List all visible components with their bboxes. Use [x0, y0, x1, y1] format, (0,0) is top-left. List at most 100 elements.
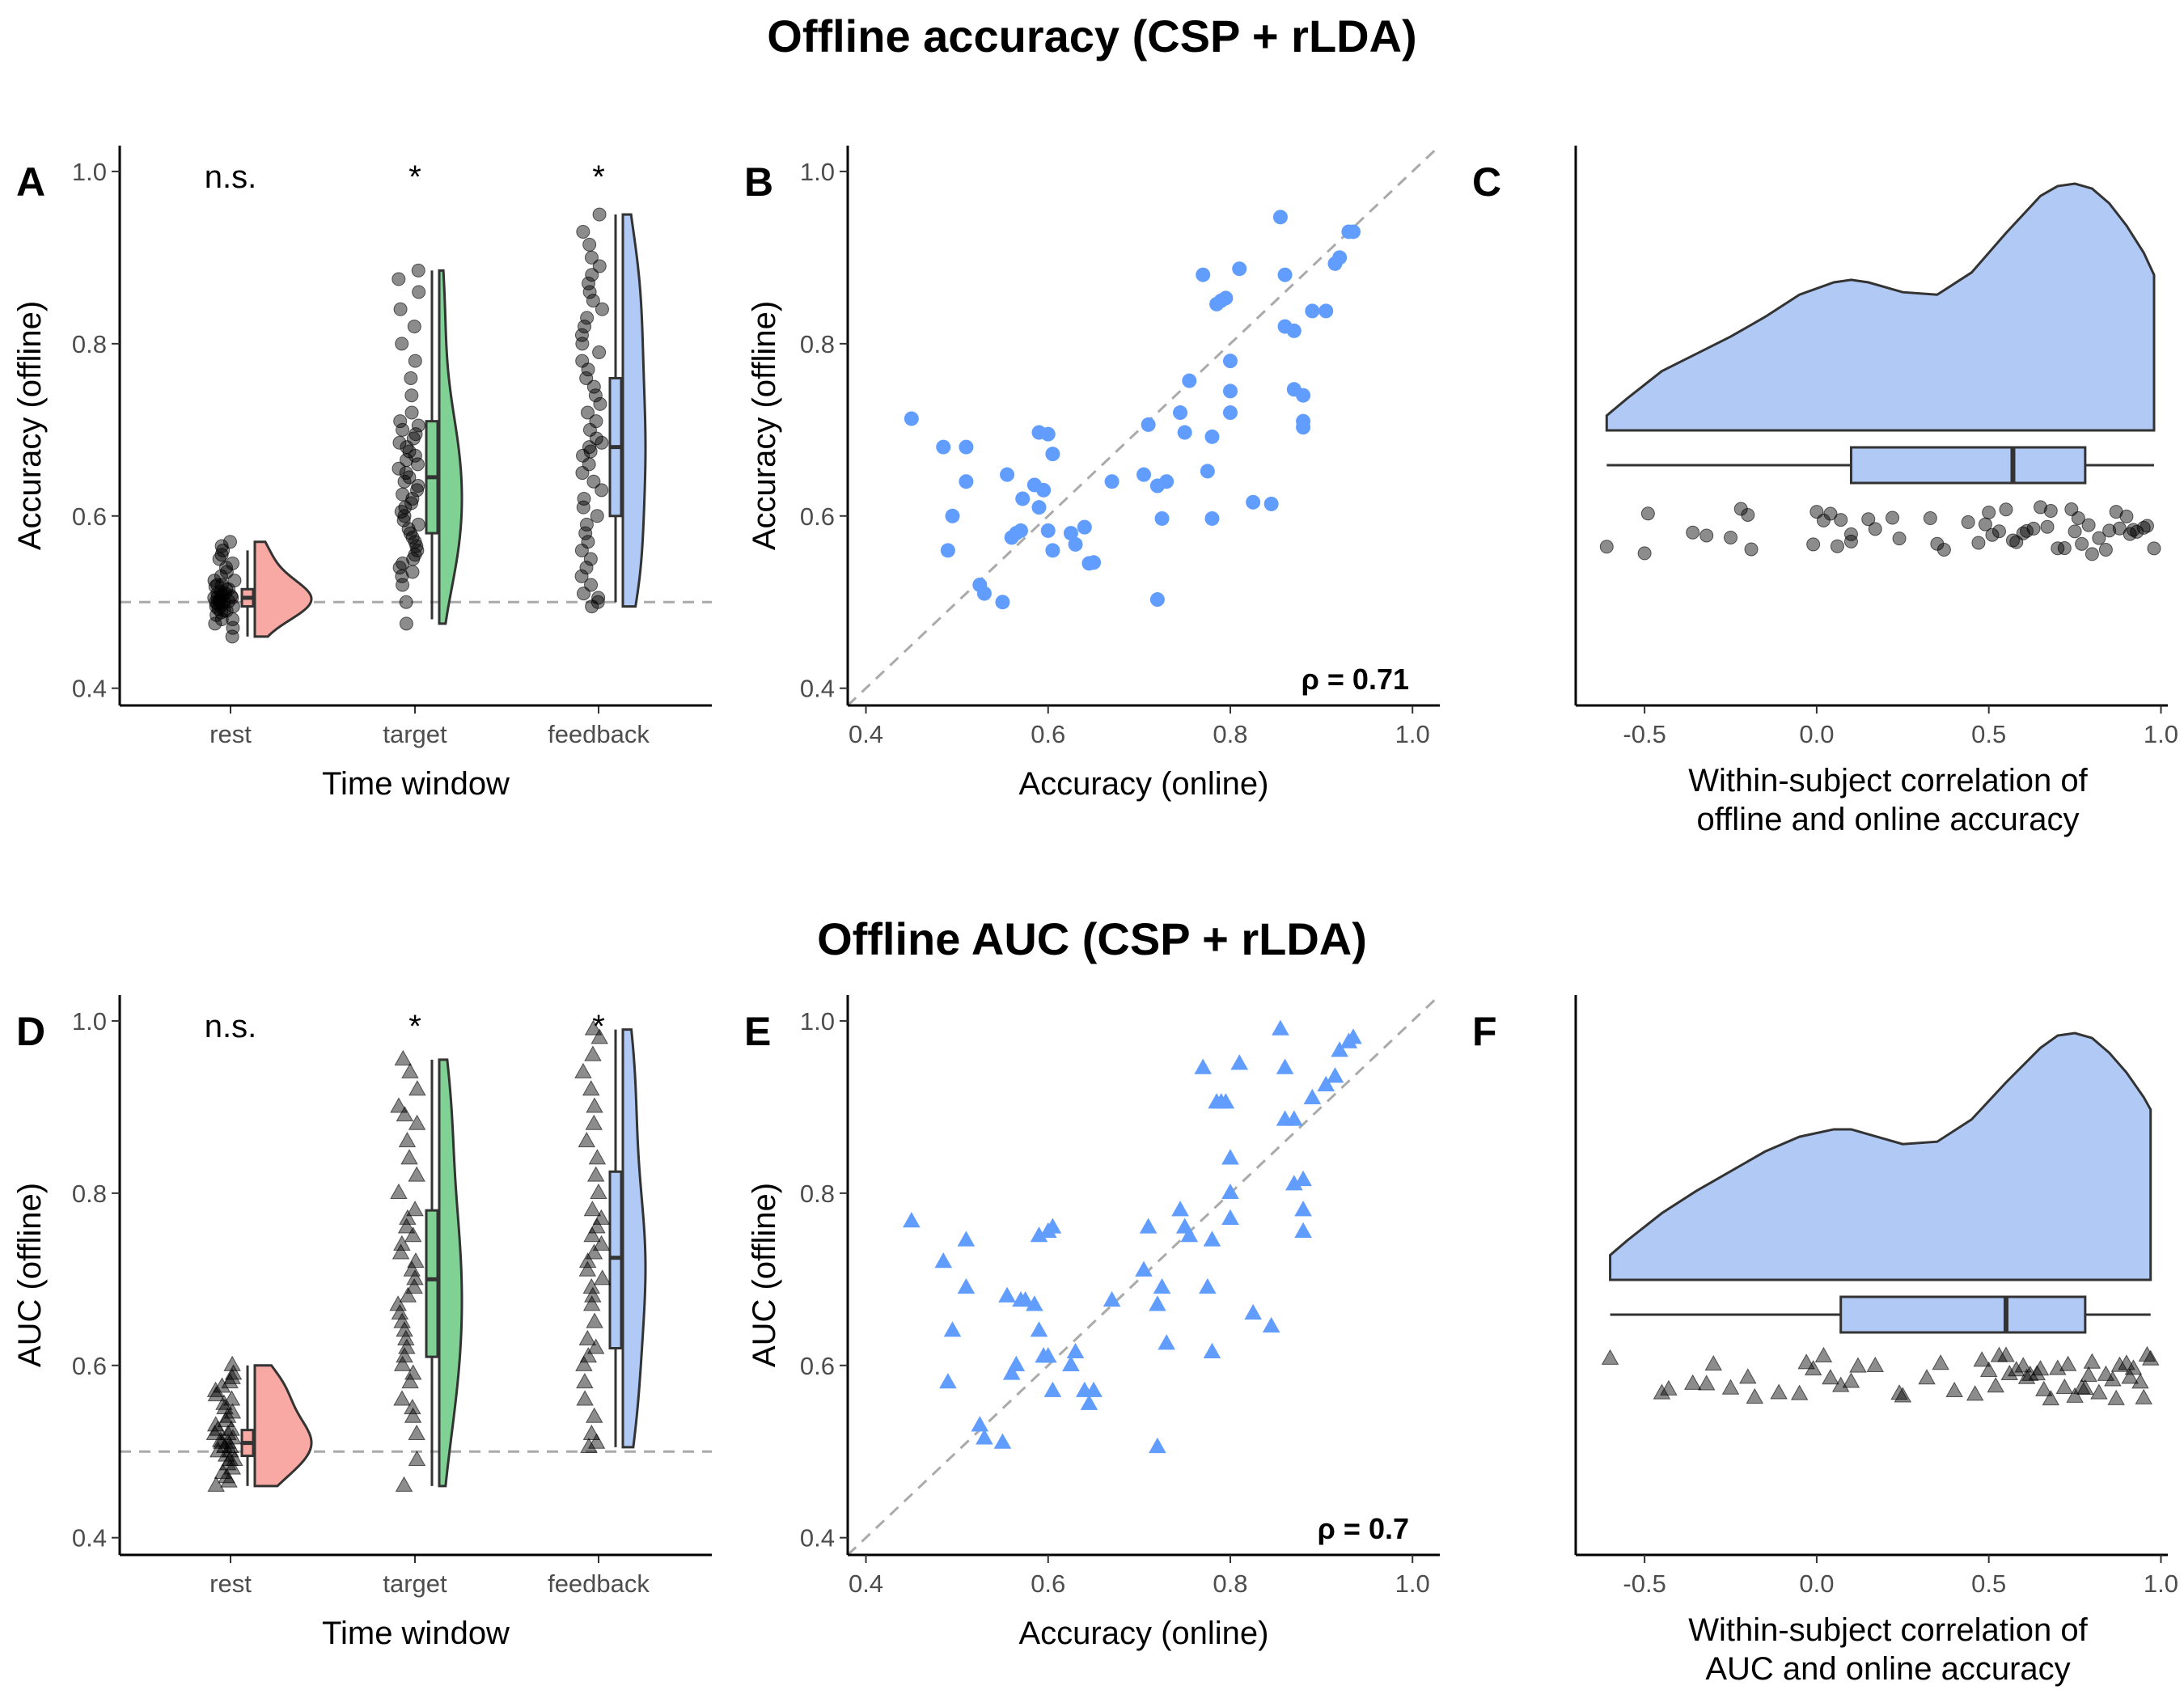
data-point — [1886, 510, 1900, 525]
box-target — [425, 1209, 439, 1358]
group-feedback — [574, 207, 647, 614]
data-point-rest — [218, 1407, 237, 1423]
data-point-feedback — [582, 1295, 601, 1311]
data-point-feedback — [582, 237, 597, 252]
data-point — [1276, 1058, 1294, 1074]
panel-letter: B — [744, 159, 773, 205]
y-tick-label: 0.6 — [72, 1352, 107, 1380]
data-point — [1294, 1222, 1312, 1238]
panel-letter: A — [16, 159, 45, 205]
data-point-feedback — [585, 1114, 603, 1130]
data-point-target — [406, 1201, 424, 1217]
data-point-target — [399, 1286, 417, 1302]
data-point-rest — [214, 569, 228, 583]
data-point-target — [396, 1321, 413, 1337]
x-tick-label: -0.5 — [1623, 1569, 1666, 1598]
density-curve — [1605, 182, 2156, 432]
data-point — [2098, 543, 2113, 557]
data-point — [1232, 261, 1247, 277]
data-point-target — [393, 1355, 412, 1371]
data-point — [1973, 1351, 1991, 1367]
data-point-feedback — [583, 1226, 601, 1243]
data-point — [1294, 1201, 1312, 1217]
data-point — [1945, 1381, 1963, 1397]
data-point-feedback — [586, 1338, 605, 1354]
data-point-feedback — [580, 1437, 598, 1454]
data-point — [1849, 1357, 1867, 1373]
data-point-target — [401, 1062, 419, 1078]
data-point — [1149, 592, 1165, 608]
y-tick-label: 0.6 — [72, 502, 107, 531]
data-point — [976, 586, 992, 601]
data-point-feedback — [586, 1312, 603, 1328]
data-point — [1303, 1088, 1322, 1104]
data-point — [1068, 536, 1083, 552]
data-point — [1332, 250, 1348, 265]
data-point — [1015, 491, 1031, 506]
data-point — [1640, 506, 1655, 521]
group-rest — [205, 1355, 313, 1492]
data-point — [1180, 1226, 1199, 1243]
data-point-target — [393, 302, 408, 316]
data-point — [1842, 1372, 1860, 1388]
data-point — [2141, 1349, 2160, 1366]
data-point-target — [392, 1243, 410, 1260]
group-target — [392, 263, 463, 631]
data-point-rest — [208, 616, 222, 631]
y-tick-label: 1.0 — [800, 158, 835, 186]
y-tick-label: 0.8 — [72, 330, 107, 358]
group-feedback — [574, 1019, 647, 1454]
data-point — [1036, 482, 1052, 498]
data-point-feedback — [579, 1347, 598, 1363]
significance-label: * — [408, 1009, 421, 1044]
data-point-target — [405, 1277, 423, 1294]
data-point — [1222, 354, 1238, 369]
data-point-rest — [224, 1429, 242, 1445]
data-point — [1246, 494, 1261, 510]
data-point — [1007, 1355, 1026, 1371]
data-point — [1999, 502, 2013, 517]
data-point — [2021, 1365, 2039, 1381]
data-point — [2031, 1360, 2050, 1376]
y-axis-title: AUC (offline) — [12, 1183, 48, 1367]
data-point — [1318, 303, 1334, 319]
y-tick-label: 1.0 — [800, 1007, 835, 1036]
data-point-rest — [207, 574, 222, 588]
x-tick-label: 0.5 — [1971, 1569, 2006, 1598]
data-point — [2057, 541, 2072, 556]
data-point-target — [391, 1303, 409, 1320]
data-point — [940, 543, 955, 558]
data-point — [1699, 528, 1714, 543]
data-point-feedback — [590, 1183, 607, 1199]
data-point-rest — [222, 1420, 240, 1436]
data-point — [2068, 524, 2082, 539]
y-tick-label: 0.6 — [800, 502, 835, 531]
data-point — [2147, 541, 2161, 556]
panel-b-scatter-chart: 0.4 0.6 0.8 1.0 0.4 0.6 0.8 1.0 ρ = 0.71 Accuracy… — [744, 144, 1441, 802]
data-point — [2138, 1345, 2156, 1362]
data-point — [1966, 1385, 1984, 1401]
violin-target — [438, 269, 463, 625]
x-tick-label: 0.4 — [849, 1569, 883, 1598]
data-point-target — [392, 272, 406, 286]
x-axis-title: offline and online accuracy — [1697, 802, 2080, 837]
data-point-target — [396, 1347, 413, 1363]
data-point — [2085, 547, 2099, 561]
data-point-target — [398, 1131, 417, 1148]
data-point-feedback — [580, 405, 595, 420]
data-point — [1272, 210, 1288, 225]
y-tick-label: 0.4 — [800, 675, 835, 703]
x-tick-label: -0.5 — [1623, 720, 1666, 748]
data-point — [1217, 1093, 1235, 1109]
data-point-target — [404, 496, 419, 510]
data-point-feedback — [592, 345, 607, 360]
x-tick-label: 0.4 — [849, 720, 883, 748]
data-point — [1000, 467, 1015, 482]
data-point — [2028, 1364, 2046, 1381]
data-point-target — [404, 1226, 422, 1243]
data-point — [1002, 1364, 1021, 1380]
data-point — [1866, 1356, 1885, 1373]
data-point-feedback — [589, 414, 603, 429]
data-point-feedback — [576, 224, 590, 239]
data-point — [1026, 1295, 1043, 1311]
